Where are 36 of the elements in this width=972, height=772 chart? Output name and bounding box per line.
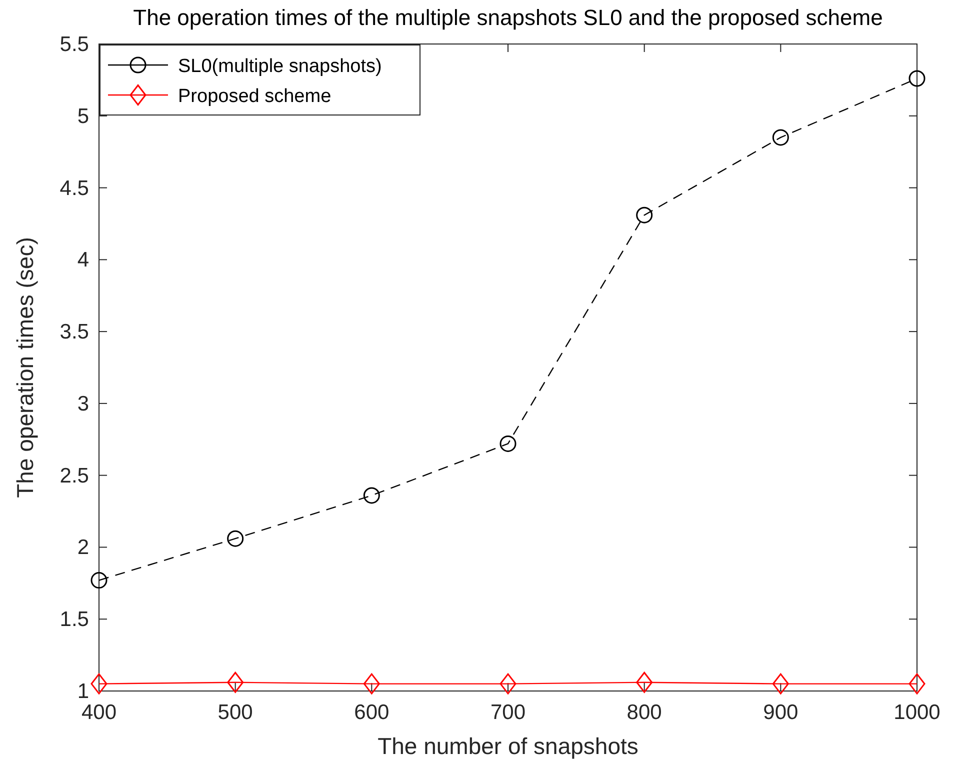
y-tick-label: 4 <box>77 248 90 272</box>
x-tick-label: 700 <box>490 701 526 724</box>
point <box>90 572 108 589</box>
point <box>772 129 789 146</box>
point <box>363 673 380 694</box>
point <box>363 487 380 504</box>
point <box>636 206 653 224</box>
y-tick-label: 2.5 <box>60 464 89 488</box>
y-tick-label: 1.5 <box>60 608 89 632</box>
y-tick-label: 4.5 <box>60 176 89 200</box>
y-tick-label: 3 <box>77 392 89 416</box>
point <box>500 435 516 452</box>
point <box>500 673 516 694</box>
x-tick-label: 400 <box>81 701 117 724</box>
y-tick-label: 3.5 <box>60 320 89 344</box>
point <box>636 672 653 693</box>
x-axis-title: The number of snapshots <box>378 733 638 759</box>
y-axis-title: The operation times (sec) <box>12 237 38 498</box>
x-tick-label: 600 <box>354 701 390 724</box>
y-tick-label: 5 <box>77 104 89 128</box>
point <box>908 673 926 694</box>
point <box>908 70 926 87</box>
x-tick-label: 1000 <box>894 701 940 724</box>
x-tick-label: 500 <box>218 701 253 724</box>
y-tick-label: 2 <box>77 536 89 560</box>
legend-label: SL0(multiple snapshots) <box>178 56 382 77</box>
point <box>227 672 244 693</box>
point <box>772 673 789 694</box>
point <box>90 673 108 694</box>
chart-title: The operation times of the multiple snapshots SL0 and the proposed scheme <box>133 5 883 30</box>
y-tick-label: 5.5 <box>60 33 89 56</box>
y-tick-label: 1 <box>77 680 89 703</box>
x-tick-label: 800 <box>626 701 662 724</box>
legend-label: Proposed scheme <box>178 86 332 107</box>
x-tick-label: 900 <box>763 701 798 724</box>
point <box>227 530 244 547</box>
